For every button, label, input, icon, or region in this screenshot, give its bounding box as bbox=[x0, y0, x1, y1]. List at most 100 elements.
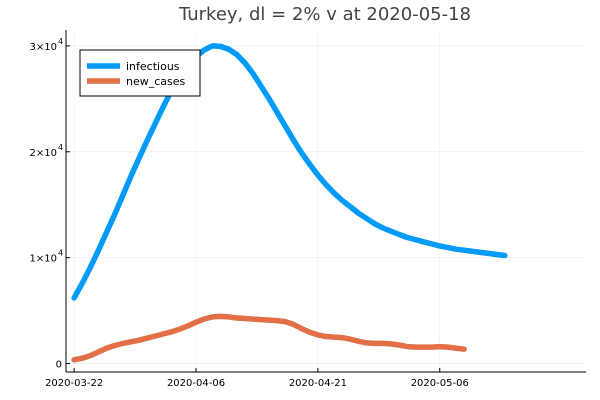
data-point bbox=[309, 164, 310, 165]
data-point bbox=[114, 345, 115, 346]
data-point bbox=[382, 343, 383, 344]
data-point bbox=[244, 62, 245, 63]
data-point bbox=[139, 340, 140, 341]
data-point bbox=[366, 342, 367, 343]
data-point bbox=[391, 343, 392, 344]
data-point bbox=[301, 328, 302, 329]
data-point bbox=[74, 359, 75, 360]
y-tick-exponent: 4 bbox=[58, 249, 63, 258]
data-point bbox=[293, 324, 294, 325]
y-tick-mantissa: 1×10 bbox=[30, 254, 57, 265]
data-point bbox=[309, 332, 310, 333]
series-line bbox=[71, 313, 467, 363]
y-tick-label: 3×104 bbox=[30, 37, 64, 53]
data-point bbox=[334, 193, 335, 194]
axes: 2020-03-22 2020-04-06 2020-04-21 2020-05-06… bbox=[30, 30, 586, 389]
data-point bbox=[399, 345, 400, 346]
data-point bbox=[504, 255, 505, 256]
data-point bbox=[228, 49, 229, 50]
data-point bbox=[269, 320, 270, 321]
data-point bbox=[204, 319, 205, 320]
data-point bbox=[122, 195, 123, 196]
data-point bbox=[407, 237, 408, 238]
data-point bbox=[277, 320, 278, 321]
x-tick-label: 2020-03-22 bbox=[45, 378, 103, 389]
data-point bbox=[114, 214, 115, 215]
data-point bbox=[220, 46, 221, 47]
x-tick-label: 2020-04-21 bbox=[289, 378, 347, 389]
data-point bbox=[269, 98, 270, 99]
y-tick-exponent: 4 bbox=[58, 37, 63, 46]
data-point bbox=[480, 252, 481, 253]
data-point bbox=[358, 341, 359, 342]
data-point bbox=[447, 247, 448, 248]
legend-label: new_cases bbox=[126, 75, 186, 88]
data-point bbox=[98, 250, 99, 251]
data-point bbox=[82, 358, 83, 359]
data-point bbox=[261, 319, 262, 320]
data-point bbox=[326, 336, 327, 337]
data-point bbox=[301, 152, 302, 153]
data-point bbox=[220, 316, 221, 317]
data-point bbox=[236, 54, 237, 55]
y-tick-label: 0 bbox=[56, 360, 62, 371]
data-point bbox=[131, 176, 132, 177]
data-point bbox=[163, 333, 164, 334]
data-point bbox=[106, 348, 107, 349]
data-point bbox=[431, 243, 432, 244]
y-tick-exponent: 4 bbox=[58, 143, 63, 152]
data-point bbox=[98, 351, 99, 352]
legend: infectious new_cases bbox=[79, 49, 201, 97]
chart-title: Turkey, dl = 2% v at 2020-05-18 bbox=[178, 4, 471, 25]
data-point bbox=[171, 331, 172, 332]
data-point bbox=[139, 158, 140, 159]
y-tick-label: 1×104 bbox=[30, 249, 64, 265]
data-point bbox=[212, 316, 213, 317]
series-infectious bbox=[71, 43, 508, 301]
data-point bbox=[293, 140, 294, 141]
data-point bbox=[155, 123, 156, 124]
data-point bbox=[423, 241, 424, 242]
data-point bbox=[358, 213, 359, 214]
data-point bbox=[431, 347, 432, 348]
x-tick-label: 2020-05-06 bbox=[411, 378, 469, 389]
data-point bbox=[423, 347, 424, 348]
data-point bbox=[407, 346, 408, 347]
data-point bbox=[236, 318, 237, 319]
series-new-cases bbox=[71, 313, 467, 363]
data-point bbox=[439, 246, 440, 247]
data-point bbox=[374, 223, 375, 224]
data-point bbox=[374, 343, 375, 344]
data-point bbox=[317, 334, 318, 335]
data-point bbox=[122, 343, 123, 344]
y-tick-label: 2×104 bbox=[30, 143, 64, 159]
data-point bbox=[488, 253, 489, 254]
data-point bbox=[90, 355, 91, 356]
data-point bbox=[74, 297, 75, 298]
data-point bbox=[415, 347, 416, 348]
data-point bbox=[285, 321, 286, 322]
data-point bbox=[317, 175, 318, 176]
series-layer bbox=[71, 43, 508, 363]
data-point bbox=[244, 318, 245, 319]
data-point bbox=[147, 140, 148, 141]
data-point bbox=[285, 126, 286, 127]
data-point bbox=[464, 349, 465, 350]
data-point bbox=[212, 45, 213, 46]
data-point bbox=[415, 239, 416, 240]
data-point bbox=[196, 322, 197, 323]
data-point bbox=[382, 228, 383, 229]
data-point bbox=[204, 50, 205, 51]
data-point bbox=[334, 337, 335, 338]
data-point bbox=[82, 283, 83, 284]
data-point bbox=[155, 336, 156, 337]
data-point bbox=[179, 329, 180, 330]
data-point bbox=[187, 325, 188, 326]
data-point bbox=[399, 234, 400, 235]
data-point bbox=[464, 250, 465, 251]
data-point bbox=[439, 346, 440, 347]
data-point bbox=[342, 200, 343, 201]
data-point bbox=[366, 218, 367, 219]
data-point bbox=[472, 251, 473, 252]
